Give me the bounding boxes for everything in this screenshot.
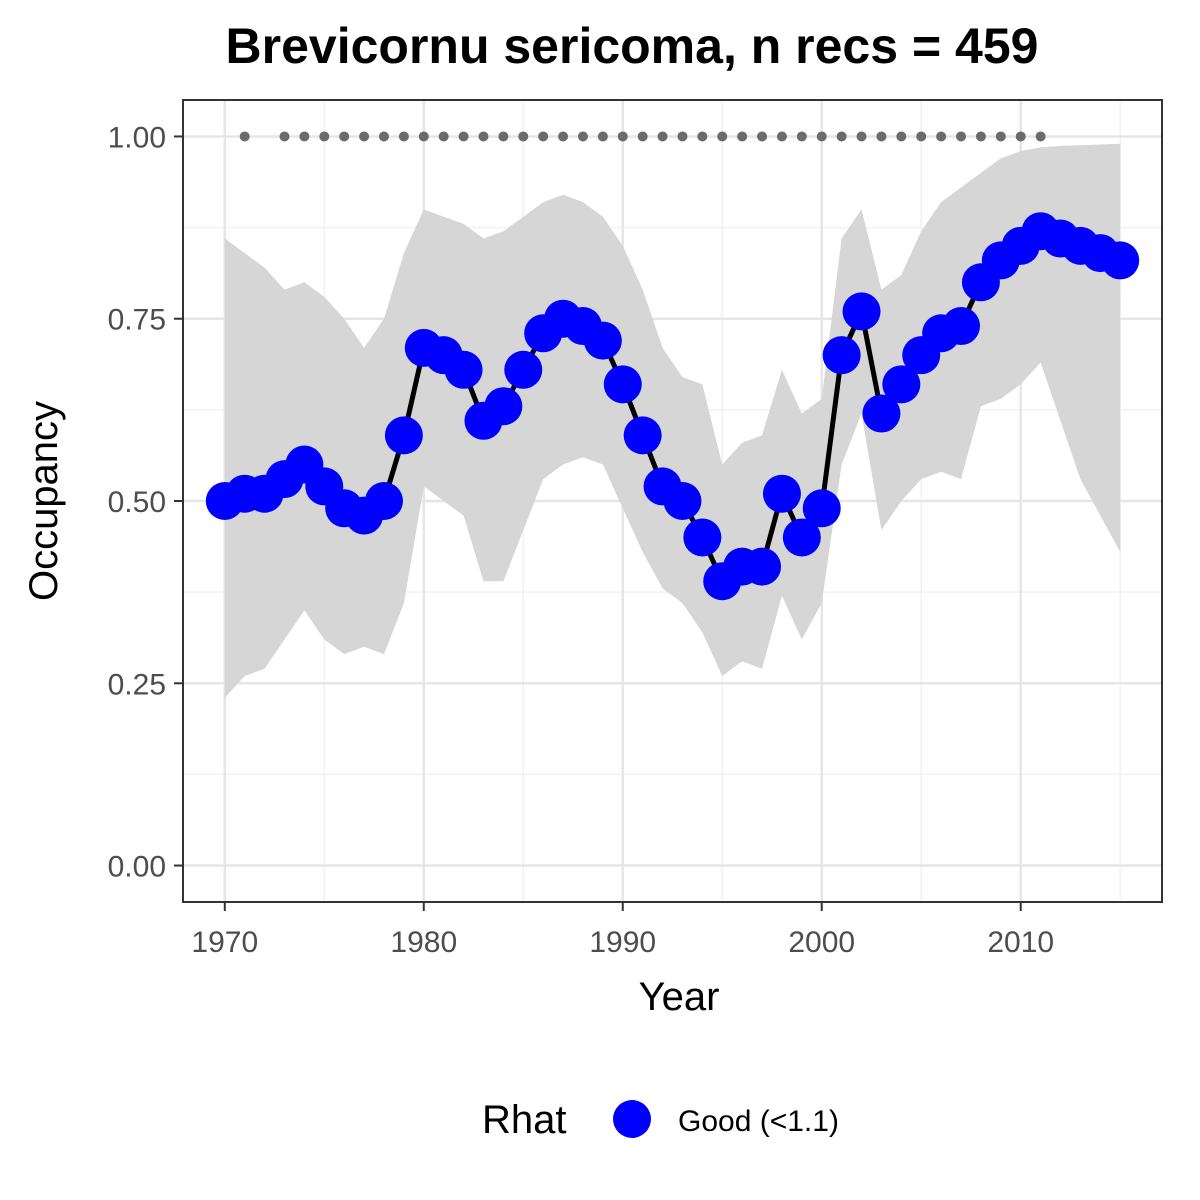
occupancy-point xyxy=(1101,241,1140,280)
top-marker-point xyxy=(916,131,927,142)
y-axis-title: Occupancy xyxy=(22,401,66,601)
top-marker-point xyxy=(936,131,947,142)
top-marker-point xyxy=(956,131,967,142)
top-marker-point xyxy=(478,131,489,142)
occupancy-point xyxy=(583,321,622,360)
occupancy-point xyxy=(942,307,981,346)
top-marker-point xyxy=(896,131,907,142)
x-axis-ticks: 1970 1980 1990 2000 2010 xyxy=(191,902,1054,959)
top-marker-point xyxy=(398,131,409,142)
top-marker-point xyxy=(1015,131,1026,142)
legend: Rhat Good (<1.1) xyxy=(482,1098,839,1142)
occupancy-point xyxy=(782,518,821,557)
occupancy-point xyxy=(623,416,662,455)
occupancy-point xyxy=(504,350,543,389)
top-marker-point xyxy=(776,131,787,142)
x-tick-label: 1980 xyxy=(390,926,457,959)
top-marker-point xyxy=(518,131,529,142)
top-marker-point xyxy=(617,131,628,142)
top-marker-point xyxy=(339,131,350,142)
y-tick-label: 0.75 xyxy=(108,304,166,337)
top-marker-point xyxy=(975,131,986,142)
top-marker-point xyxy=(538,131,549,142)
occupancy-point xyxy=(882,365,921,404)
top-marker-point xyxy=(737,131,748,142)
occupancy-point xyxy=(743,547,782,586)
top-marker-point xyxy=(876,131,887,142)
top-marker-point xyxy=(558,131,569,142)
top-marker-point xyxy=(677,131,688,142)
top-marker-point xyxy=(816,131,827,142)
occupancy-point xyxy=(384,416,423,455)
chart-title: Brevicornu sericoma, n recs = 459 xyxy=(226,18,1039,74)
top-marker-point xyxy=(796,131,807,142)
occupancy-point xyxy=(683,518,722,557)
x-tick-label: 2000 xyxy=(788,926,855,959)
occupancy-point xyxy=(484,387,523,426)
top-marker-point xyxy=(697,131,708,142)
occupancy-point xyxy=(802,489,841,528)
top-marker-point xyxy=(319,131,330,142)
top-marker-point xyxy=(239,131,250,142)
top-marker-point xyxy=(856,131,867,142)
confidence-ribbon xyxy=(224,143,1121,698)
x-axis-title: Year xyxy=(639,975,720,1019)
top-markers-layer xyxy=(239,131,1046,142)
y-tick-label: 1.00 xyxy=(108,121,166,154)
top-marker-point xyxy=(657,131,668,142)
occupancy-point xyxy=(603,365,642,404)
top-marker-point xyxy=(637,131,648,142)
legend-key-good xyxy=(613,1100,651,1138)
top-marker-point xyxy=(597,131,608,142)
y-tick-label: 0.25 xyxy=(108,668,166,701)
occupancy-point xyxy=(762,474,801,513)
top-marker-point xyxy=(418,131,429,142)
occupancy-point xyxy=(862,394,901,433)
occupancy-point xyxy=(842,292,881,331)
top-marker-point xyxy=(995,131,1006,142)
confidence-ribbon-layer xyxy=(224,143,1121,698)
top-marker-point xyxy=(836,131,847,142)
top-marker-point xyxy=(757,131,768,142)
top-marker-point xyxy=(299,131,310,142)
occupancy-point xyxy=(663,482,702,520)
top-marker-point xyxy=(279,131,290,142)
x-tick-label: 1970 xyxy=(191,926,258,959)
top-marker-point xyxy=(1035,131,1046,142)
top-marker-point xyxy=(378,131,389,142)
top-marker-point xyxy=(577,131,588,142)
occupancy-point xyxy=(444,350,483,389)
top-marker-point xyxy=(498,131,509,142)
top-marker-point xyxy=(717,131,728,142)
top-marker-point xyxy=(359,131,370,142)
legend-title: Rhat xyxy=(482,1098,567,1142)
legend-label-good: Good (<1.1) xyxy=(678,1105,839,1138)
x-tick-label: 2010 xyxy=(987,926,1054,959)
points-layer xyxy=(205,212,1140,601)
y-tick-label: 0.50 xyxy=(108,486,166,519)
top-marker-point xyxy=(438,131,449,142)
occupancy-point xyxy=(364,482,403,520)
occupancy-point xyxy=(822,336,861,375)
y-axis-ticks: 0.00 0.25 0.50 0.75 1.00 xyxy=(108,121,183,884)
y-tick-label: 0.00 xyxy=(108,851,166,884)
x-tick-label: 1990 xyxy=(589,926,656,959)
top-marker-point xyxy=(458,131,469,142)
